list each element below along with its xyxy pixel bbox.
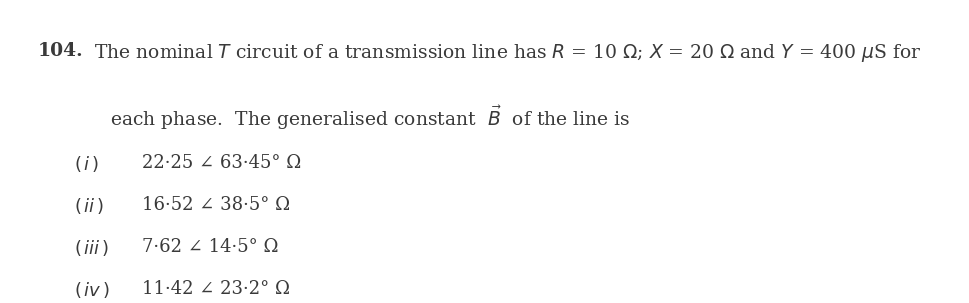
Text: 7·62 ∠ 14·5° Ω: 7·62 ∠ 14·5° Ω [142,238,278,256]
Text: 104.: 104. [38,42,83,60]
Text: $(\,iv\,)$: $(\,iv\,)$ [74,280,109,300]
Text: 16·52 ∠ 38·5° Ω: 16·52 ∠ 38·5° Ω [142,196,290,214]
Text: The nominal $T$ circuit of a transmission line has $R$ = 10 $\Omega$; $X$ = 20 $: The nominal $T$ circuit of a transmissio… [94,42,921,64]
Text: 22·25 ∠ 63·45° Ω: 22·25 ∠ 63·45° Ω [142,154,301,172]
Text: 11·42 ∠ 23·2° Ω: 11·42 ∠ 23·2° Ω [142,280,290,298]
Text: $(\,iii\,)$: $(\,iii\,)$ [74,238,109,258]
Text: $(\,ii\,)$: $(\,ii\,)$ [74,196,104,216]
Text: $(\,i\,)$: $(\,i\,)$ [74,154,99,174]
Text: each phase.  The generalised constant  $\vec{B}$  of the line is: each phase. The generalised constant $\v… [109,104,630,132]
